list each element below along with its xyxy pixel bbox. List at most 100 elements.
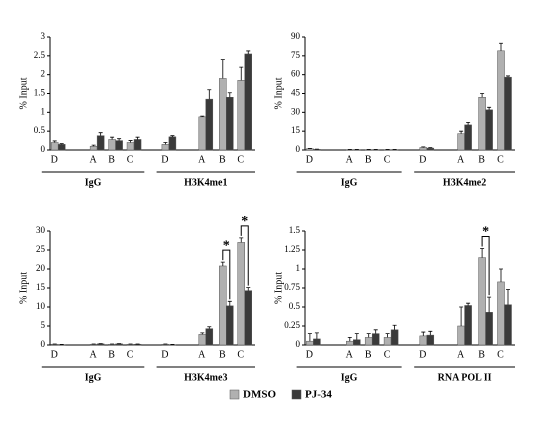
error-bar (207, 326, 212, 329)
error-bar (163, 142, 168, 145)
y-tick-label: 30 (36, 225, 46, 235)
y-tick-label: 10 (36, 301, 46, 311)
x-tick-label: C (497, 349, 504, 360)
error-bar (91, 144, 96, 147)
bar (478, 257, 486, 346)
bar (497, 50, 505, 151)
y-tick-label: 0.5 (289, 301, 301, 311)
x-tick-label: A (198, 349, 206, 360)
group-label: RNA POL II (438, 372, 492, 383)
x-tick-label: C (384, 349, 391, 360)
group-label: IgG (341, 372, 358, 383)
bar (306, 148, 314, 151)
bar (457, 325, 465, 346)
x-tick-label: A (457, 154, 465, 165)
y-tick-label: 0 (41, 339, 46, 349)
y-tick-label: 15 (36, 282, 46, 292)
error-bar (499, 268, 503, 282)
error-bar (314, 332, 319, 339)
x-tick-label: D (161, 154, 168, 165)
error-bar (52, 140, 57, 143)
y-axis-label: % Input (273, 77, 284, 109)
bar (237, 242, 245, 346)
error-bar (239, 237, 244, 243)
x-tick-label: C (497, 154, 504, 165)
y-axis-label: % Input (18, 77, 29, 109)
error-bar (239, 66, 244, 81)
sig-bracket (481, 235, 490, 296)
y-tick-label: 60 (291, 69, 301, 79)
error-bar (506, 289, 510, 305)
x-tick-label: B (219, 154, 226, 165)
y-tick-label: 1 (296, 263, 301, 273)
error-bar (421, 331, 426, 336)
y-axis-label: % Input (18, 272, 29, 304)
bar (115, 140, 123, 151)
error-bar (459, 130, 464, 134)
bar (364, 337, 373, 346)
y-tick-label: 0.25 (284, 320, 300, 330)
bar (504, 76, 512, 151)
x-tick-label: B (365, 349, 372, 360)
bar (464, 305, 472, 346)
y-tick-label: 15 (291, 125, 301, 135)
error-bar (59, 143, 64, 145)
error-bar (347, 337, 352, 342)
x-tick-label: A (90, 349, 98, 360)
x-tick-label: D (419, 349, 426, 360)
bar (485, 109, 493, 151)
bar (226, 97, 234, 151)
bar (426, 147, 435, 151)
bar (485, 312, 493, 346)
error-bar (227, 92, 232, 98)
error-bar (128, 140, 133, 143)
bar (161, 144, 170, 151)
sig-bracket (222, 249, 231, 300)
x-tick-label: B (365, 154, 372, 165)
x-tick-label: B (219, 349, 226, 360)
bar (226, 305, 234, 346)
sig-bracket (240, 225, 249, 286)
error-bar (373, 329, 378, 334)
x-tick-label: D (161, 349, 168, 360)
y-tick-label: 75 (291, 50, 301, 60)
error-bar (207, 89, 212, 100)
bar (390, 329, 399, 346)
error-bar (466, 302, 471, 306)
group-label: IgG (341, 177, 358, 188)
y-tick-label: 3 (41, 31, 46, 41)
error-bar (246, 50, 251, 54)
bar (96, 135, 105, 151)
bar (198, 334, 207, 346)
error-bar (459, 306, 464, 326)
group-label: IgG (85, 177, 102, 188)
bar (219, 265, 227, 346)
y-tick-label: 1.25 (284, 244, 300, 254)
error-bar (480, 248, 485, 258)
bar (346, 340, 354, 346)
y-tick-label: 1.5 (289, 225, 301, 235)
bar (205, 98, 214, 151)
y-tick-label: 30 (291, 106, 301, 116)
sig-star: * (223, 238, 230, 253)
y-tick-label: 5 (41, 320, 46, 330)
y-tick-label: 0 (296, 339, 301, 349)
error-bar (421, 146, 426, 148)
bar (383, 337, 392, 346)
x-tick-label: A (198, 154, 206, 165)
bar (205, 328, 214, 346)
x-tick-label: D (51, 154, 58, 165)
error-bar (466, 121, 471, 125)
x-tick-label: D (51, 349, 58, 360)
y-tick-label: 0 (296, 144, 301, 154)
bar (168, 136, 177, 151)
x-tick-label: B (478, 349, 485, 360)
y-tick-label: 90 (291, 31, 301, 41)
y-tick-label: 2 (41, 69, 46, 79)
error-bar (110, 136, 115, 140)
error-bar (135, 136, 140, 140)
y-tick-label: 45 (291, 88, 301, 98)
bar (244, 53, 252, 151)
x-tick-label: C (127, 154, 134, 165)
